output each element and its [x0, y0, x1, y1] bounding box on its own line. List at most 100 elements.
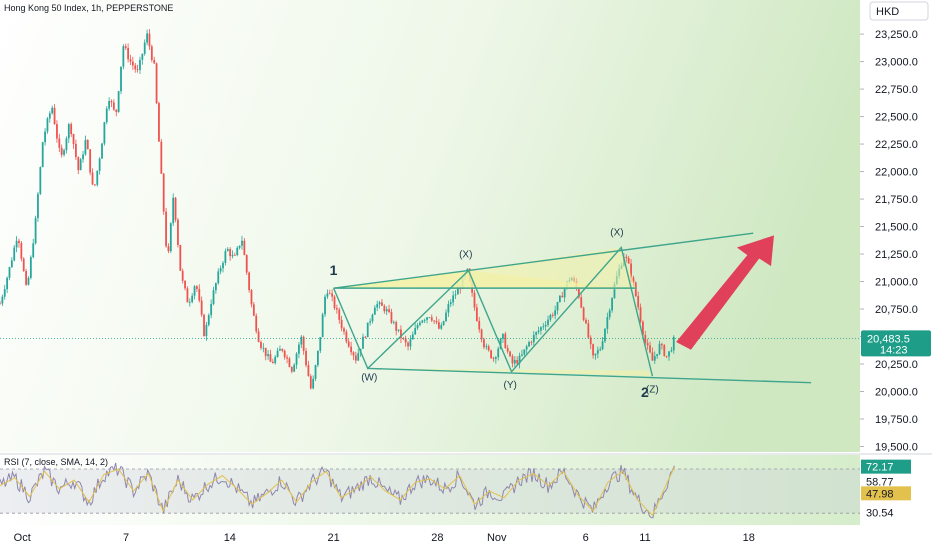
- candle-body: [556, 302, 559, 311]
- analysis-overlay: 1 2 (W) (X) (Y) (X) (Z): [330, 227, 812, 400]
- rsi-level-badge: [861, 505, 911, 520]
- candle-body: [293, 364, 296, 372]
- candle-body: [625, 256, 628, 258]
- candle-body: [139, 59, 141, 70]
- candle-body: [141, 53, 144, 60]
- candle-body: [649, 345, 651, 353]
- candle-body: [639, 307, 642, 322]
- rsi-label: RSI (7, close, SMA, 14, 2): [4, 457, 108, 467]
- candle-body: [594, 353, 597, 356]
- candle-body: [82, 154, 84, 160]
- candle-body: [400, 329, 402, 339]
- candle-body: [191, 295, 194, 303]
- candle-body: [27, 277, 30, 285]
- price-tick-label: 19,500.0: [875, 442, 918, 454]
- candle-body: [656, 354, 659, 357]
- candle-body: [528, 342, 530, 347]
- main-pane-background: [0, 0, 860, 452]
- candle-body: [179, 244, 182, 271]
- candle-body: [397, 329, 400, 331]
- candle-body: [354, 355, 357, 361]
- price-tick-label: 20,000.0: [875, 387, 918, 399]
- candle-body: [388, 309, 390, 313]
- price-tick-label: 23,000.0: [875, 57, 918, 69]
- candle-body: [407, 342, 409, 347]
- candle-body: [381, 302, 383, 306]
- candle-body: [402, 338, 405, 339]
- candle-body: [532, 334, 535, 343]
- candle-body: [245, 255, 248, 273]
- candle-body: [177, 219, 179, 245]
- candle-body: [563, 287, 566, 298]
- candle-body: [257, 331, 260, 342]
- candle-body: [269, 354, 272, 362]
- time-tick-label: 28: [431, 532, 443, 544]
- candle-body: [328, 293, 331, 295]
- rsi-level-label: 30.54: [866, 508, 894, 520]
- candle-body: [196, 286, 198, 289]
- currency-selector[interactable]: HKD: [869, 1, 929, 21]
- rsi-level-badge: [861, 459, 911, 474]
- candle-body: [497, 348, 500, 358]
- candle-body: [93, 184, 96, 186]
- candle-body: [46, 118, 49, 132]
- candle-body: [661, 343, 663, 346]
- candle-body: [241, 240, 243, 246]
- candle-body: [589, 337, 592, 345]
- candle-body: [131, 61, 134, 66]
- current-price-value: 20,483.5: [867, 333, 910, 345]
- candle-body: [369, 321, 371, 323]
- price-tick-label: 22,500.0: [875, 112, 918, 124]
- candle-body: [260, 341, 262, 348]
- candle-body: [212, 290, 215, 304]
- candle-body: [485, 346, 488, 348]
- candle-body: [271, 361, 274, 364]
- wave-letter-label: (W): [361, 373, 377, 384]
- wave-letter-label: (Z): [646, 385, 659, 396]
- candle-body: [494, 357, 497, 359]
- candle-body: [378, 302, 381, 305]
- candle-body: [267, 354, 269, 357]
- candle-body: [146, 33, 148, 43]
- candle-body: [274, 356, 277, 364]
- candle-body: [243, 240, 246, 256]
- price-tick-label: 22,000.0: [875, 167, 918, 179]
- candle-body: [10, 260, 13, 268]
- candle-body: [63, 150, 65, 155]
- candle-body: [414, 328, 417, 335]
- candle-body: [290, 367, 293, 372]
- candle-body: [172, 197, 175, 224]
- candle-body: [335, 308, 338, 310]
- candle-body: [143, 42, 146, 54]
- candle-body: [558, 295, 561, 303]
- candle-body: [437, 322, 440, 329]
- candle-body: [193, 286, 196, 296]
- candle-body: [305, 350, 307, 366]
- candle-body: [286, 357, 288, 359]
- candle-body: [525, 346, 528, 350]
- price-tick-label: 23,250.0: [875, 29, 918, 41]
- candle-body: [411, 334, 414, 340]
- candle-body: [18, 240, 20, 244]
- candle-body: [542, 326, 545, 328]
- candle-body: [312, 378, 315, 389]
- candle-body: [224, 251, 227, 263]
- candle-body: [587, 323, 590, 338]
- candle-body: [577, 288, 580, 298]
- projection-arrow: [676, 235, 774, 350]
- rsi-level-badge: [861, 486, 911, 501]
- candle-body: [229, 249, 232, 257]
- candle-body: [48, 113, 51, 119]
- candle-body: [37, 193, 39, 219]
- candle-body: [331, 293, 334, 297]
- candle-body: [492, 358, 495, 359]
- price-tick-label: 22,250.0: [875, 139, 918, 151]
- candle-body: [148, 33, 151, 47]
- candle-body: [362, 336, 364, 349]
- rsi-level-label: 47.98: [866, 488, 894, 500]
- candle-body: [452, 295, 455, 303]
- candle-body: [188, 302, 191, 303]
